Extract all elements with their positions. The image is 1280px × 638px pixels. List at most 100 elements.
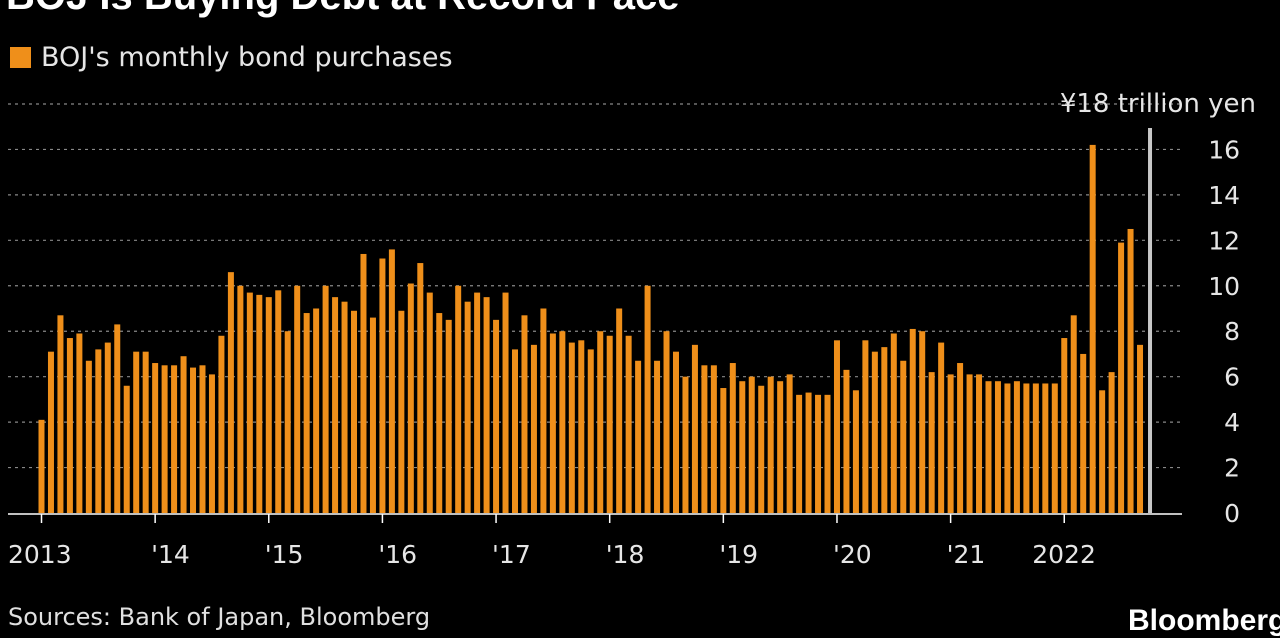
bar [237, 285, 244, 513]
bar [180, 356, 187, 513]
bar [284, 331, 291, 513]
bar [95, 349, 102, 513]
bar [587, 349, 594, 513]
x-tick-label: '16 [378, 540, 417, 569]
bar [701, 365, 708, 513]
bar [303, 313, 310, 513]
y-tick-label: 14 [1208, 181, 1240, 210]
bar [521, 315, 528, 513]
bar [256, 294, 263, 513]
y-tick-label: 12 [1208, 226, 1240, 255]
bar [540, 308, 547, 513]
x-tick-label: 2022 [1032, 540, 1096, 569]
bar [218, 335, 225, 513]
bar [616, 308, 623, 513]
bar [227, 272, 234, 513]
legend-label: BOJ's monthly bond purchases [41, 42, 453, 73]
bar [360, 253, 367, 513]
bar [909, 328, 916, 513]
bar [123, 385, 130, 513]
bar [833, 340, 840, 513]
x-tick-label: '17 [492, 540, 531, 569]
bar [47, 351, 54, 513]
x-tick-label: '15 [265, 540, 304, 569]
bar [379, 258, 386, 513]
bar [625, 335, 632, 513]
bar [417, 263, 424, 513]
bar [796, 394, 803, 513]
bar [597, 331, 604, 513]
x-tick-label: 2013 [8, 540, 72, 569]
bar [1099, 390, 1106, 513]
bar [938, 342, 945, 513]
bar [947, 374, 954, 513]
bar [388, 249, 395, 513]
bar [1127, 228, 1134, 513]
x-tick-label: '21 [947, 540, 986, 569]
bar [1023, 383, 1030, 513]
bar [644, 285, 651, 513]
source-note: Sources: Bank of Japan, Bloomberg [8, 603, 431, 631]
bar [57, 315, 64, 513]
y-tick-label: 2 [1224, 454, 1240, 483]
bar [691, 344, 698, 513]
bar [190, 367, 197, 513]
chart-title: BOJ Is Buying Debt at Record Pace [6, 0, 680, 19]
bar [786, 374, 793, 513]
bar [426, 292, 433, 513]
bar [407, 283, 414, 513]
bar [1089, 144, 1096, 513]
bar [710, 365, 717, 513]
bar [474, 292, 481, 513]
bar [1042, 383, 1049, 513]
legend-swatch [10, 47, 31, 68]
bar [976, 374, 983, 513]
y-unit-label: ¥18 trillion yen [1060, 89, 1256, 119]
bar [265, 297, 272, 513]
bar [1004, 383, 1011, 513]
bar-chart: 0 2 4 6 8 10 12 14 16 ¥18 trillion yen 2013 '14 '15 '… [8, 89, 1256, 569]
bar [1108, 372, 1115, 513]
bar [549, 333, 556, 513]
bar [682, 376, 689, 513]
bar [483, 297, 490, 513]
bar [493, 319, 500, 513]
y-tick-label: 6 [1224, 363, 1240, 392]
y-tick-label: 8 [1224, 317, 1240, 346]
y-tick-label: 4 [1224, 408, 1240, 437]
bar [114, 324, 121, 513]
bar [351, 310, 358, 513]
bar [843, 369, 850, 513]
y-tick-label: 16 [1208, 135, 1240, 164]
x-tick-label: '14 [151, 540, 190, 569]
bar [1080, 353, 1087, 513]
bar [862, 340, 869, 513]
bar [1070, 315, 1077, 513]
bar [1051, 383, 1058, 513]
bar [900, 360, 907, 513]
bar [464, 301, 471, 513]
bar [369, 317, 376, 513]
x-tick-label: '20 [833, 540, 872, 569]
bar [85, 360, 92, 513]
bar [341, 301, 348, 513]
bar [852, 390, 859, 513]
bar [966, 374, 973, 513]
bar [720, 388, 727, 513]
x-tick-label: '18 [606, 540, 645, 569]
bar [455, 285, 462, 513]
bar [881, 347, 888, 513]
bar [398, 310, 405, 513]
bar [530, 344, 537, 513]
bar [824, 394, 831, 513]
bar [208, 374, 215, 513]
bar [663, 331, 670, 513]
bar [66, 338, 73, 513]
bar [1137, 344, 1144, 513]
bar [890, 333, 897, 513]
bar [871, 351, 878, 513]
bar [994, 381, 1001, 513]
bar [606, 335, 613, 513]
bar [928, 372, 935, 513]
bar [161, 365, 168, 513]
